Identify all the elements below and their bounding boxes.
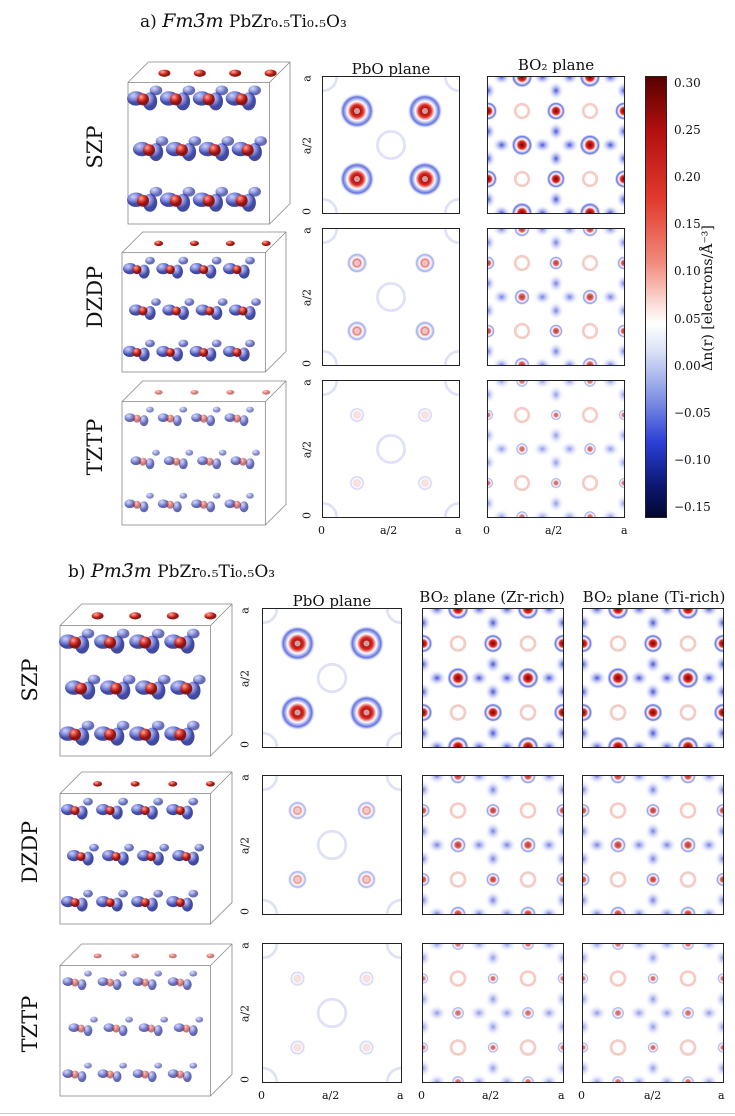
tick: 0 xyxy=(318,524,325,537)
section-b-tztp-bo2-zr-map xyxy=(422,943,564,1083)
section-a-tztp-pbo-map xyxy=(322,380,460,518)
colorbar-tick: 0.30 xyxy=(674,76,701,90)
section-a-szp-pbo-map xyxy=(322,76,460,214)
colorbar-tick: 0.15 xyxy=(674,217,701,232)
section-b-szp-bo2-ti-map xyxy=(582,608,724,748)
tick: a/2 xyxy=(300,136,314,155)
section-a-dzdp-pbo-map xyxy=(322,228,460,366)
section-a-space-group: Fm3̄m xyxy=(162,10,224,32)
section-b-title: b) Pm3̄m PbZr₀.₅Ti₀.₅O₃ xyxy=(68,560,275,582)
tick: 0 xyxy=(418,1089,425,1102)
colorbar-tick: 0.20 xyxy=(674,170,701,185)
tick: a/2 xyxy=(238,669,252,688)
colorbar-label: Δn(r) [electrons/Å⁻³] xyxy=(700,225,716,371)
section-a-label: a) xyxy=(140,12,157,32)
section-b-col-pbo: PbO plane xyxy=(292,592,372,610)
tick: a/2 xyxy=(644,1089,662,1102)
colorbar-tick: −0.15 xyxy=(674,500,711,514)
tick: a xyxy=(300,227,314,234)
section-b-dzdp-isosurface xyxy=(59,771,233,925)
section-b-dzdp-bo2-ti-map xyxy=(582,775,724,915)
tick: a/2 xyxy=(322,1089,340,1102)
section-a-title: a) Fm3̄m PbZr₀.₅Ti₀.₅O₃ xyxy=(140,10,347,32)
tick: 0 xyxy=(238,741,252,748)
page-bottom-rule xyxy=(0,1113,735,1114)
colorbar xyxy=(645,76,667,518)
tick: a xyxy=(558,1089,565,1102)
tick: a xyxy=(397,1089,404,1102)
colorbar-tick: 0.10 xyxy=(674,264,701,279)
colorbar-tick: −0.05 xyxy=(674,405,711,420)
tick: 0 xyxy=(300,512,314,519)
section-b-space-group: Pm3̄m xyxy=(90,560,152,582)
tick: a xyxy=(455,524,462,537)
tick: a xyxy=(238,942,252,949)
tick: a/2 xyxy=(238,836,252,855)
tick: a xyxy=(300,379,314,386)
tick: a/2 xyxy=(238,1004,252,1023)
tick: 0 xyxy=(300,360,314,367)
section-a-szp-bo2-map xyxy=(487,76,625,214)
tick: 0 xyxy=(258,1089,265,1102)
section-b-formula: PbZr₀.₅Ti₀.₅O₃ xyxy=(157,562,276,582)
section-b-dzdp-bo2-zr-map xyxy=(422,775,564,915)
section-b-tztp-bo2-ti-map xyxy=(582,943,724,1083)
section-a-tztp-isosurface xyxy=(121,380,287,526)
section-a-dzdp-isosurface xyxy=(121,231,287,373)
colorbar-tick: 0.00 xyxy=(674,358,701,373)
section-b-szp-bo2-zr-map xyxy=(422,608,564,748)
section-b-row-dzdp: DZDP xyxy=(18,820,42,884)
section-a-row-tztp: TZTP xyxy=(83,418,107,476)
section-a-formula: PbZr₀.₅Ti₀.₅O₃ xyxy=(228,12,347,32)
section-a-col-bo2: BO₂ plane xyxy=(517,56,595,74)
tick: 0 xyxy=(238,908,252,915)
section-b-col-bo2-zr: BO₂ plane (Zr-rich) xyxy=(419,588,565,606)
tick: a/2 xyxy=(300,288,314,307)
section-b-row-szp: SZP xyxy=(18,658,42,702)
colorbar-tick: −0.10 xyxy=(674,452,711,467)
colorbar-tick: 0.05 xyxy=(674,311,701,326)
section-a-col-pbo: PbO plane xyxy=(351,60,431,78)
tick: a/2 xyxy=(380,524,398,537)
section-b-tztp-isosurface xyxy=(59,943,233,1097)
colorbar-tick: 0.25 xyxy=(674,123,701,138)
section-b-row-tztp: TZTP xyxy=(18,995,42,1053)
tick: a/2 xyxy=(545,524,563,537)
tick: a xyxy=(621,524,628,537)
section-b-szp-pbo-map xyxy=(262,608,402,748)
section-b-label: b) xyxy=(68,562,86,582)
tick: 0 xyxy=(578,1089,585,1102)
section-a-szp-isosurface xyxy=(127,61,291,225)
section-b-tztp-pbo-map xyxy=(262,943,402,1083)
section-a-tztp-bo2-map xyxy=(487,380,625,518)
section-a-dzdp-bo2-map xyxy=(487,228,625,366)
tick: 0 xyxy=(238,1076,252,1083)
tick: a xyxy=(718,1089,725,1102)
tick: a xyxy=(238,774,252,781)
tick: a xyxy=(300,75,314,82)
tick: a/2 xyxy=(300,440,314,459)
section-b-col-bo2-ti: BO₂ plane (Ti-rich) xyxy=(582,588,726,606)
tick: a/2 xyxy=(482,1089,500,1102)
tick: 0 xyxy=(483,524,490,537)
tick: a xyxy=(238,607,252,614)
section-b-szp-isosurface xyxy=(59,603,233,757)
tick: 0 xyxy=(300,208,314,215)
section-b-dzdp-pbo-map xyxy=(262,775,402,915)
section-a-row-dzdp: DZDP xyxy=(83,265,107,329)
section-a-row-szp: SZP xyxy=(83,125,107,169)
